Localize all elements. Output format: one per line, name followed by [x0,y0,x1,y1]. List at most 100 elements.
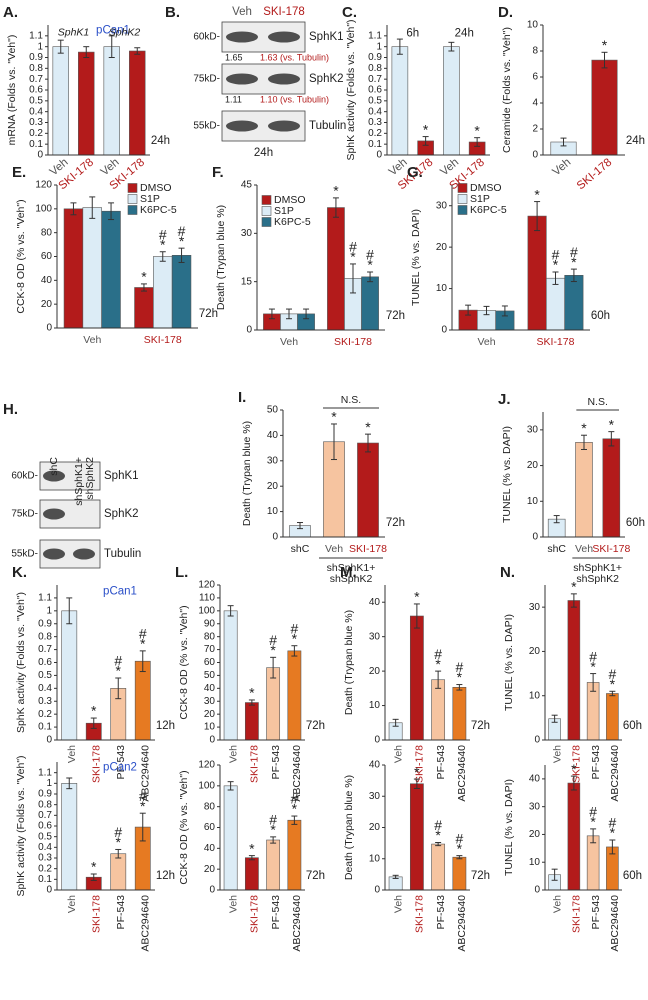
legend-label: S1P [140,193,160,205]
y-tick-label: 40 [369,597,381,608]
significance-mark: # [269,812,277,828]
y-tick-label: 0 [374,735,380,746]
y-tick-label: 10 [529,690,541,701]
y-tick-label: 50 [267,405,279,416]
significance-mark: * [435,827,441,843]
error-bar [448,41,455,52]
panel-label: G. [407,164,423,181]
x-tick-label: PF-543 [435,745,447,780]
legend-label: DMSO [140,182,172,194]
error-bar [66,777,73,790]
error-bar [609,839,616,855]
blot-band [268,73,300,85]
quant-label: 1.65 [225,52,243,62]
x-tick-label: ABC294640 [456,745,468,802]
significance-mark: * [331,409,337,425]
cell-line-label: pCan1 [103,585,137,597]
y-tick-label: 0 [209,885,215,896]
error-bar [392,874,399,879]
error-bar [413,778,420,789]
significance-mark: * [474,122,480,138]
y-tick-label: 0.5 [38,831,52,842]
significance-mark: * [590,658,596,674]
y-tick-label: 0.3 [29,117,43,128]
error-bar [115,677,122,700]
y-tick-label: 10 [369,700,381,711]
marker-label: 75kD- [193,74,220,85]
bar [391,46,409,156]
legend-swatch [127,194,138,204]
x-tick-label: SKI-178 [249,895,261,933]
x-tick-label: Veh [392,895,404,913]
legend-swatch [457,183,468,193]
bar [266,839,281,891]
legend-swatch [127,183,138,193]
error-bar [303,308,310,320]
bar [82,207,102,329]
bar [361,276,379,331]
x-tick-label: PF-543 [590,745,602,780]
y-tick-label: 1.1 [29,30,43,41]
y-tick-label: 0.2 [38,863,52,874]
quant-label: 1.11 [225,94,242,104]
y-tick-label: 0.8 [368,63,382,74]
significance-mark: # [434,817,442,833]
y-tick-label: 20 [204,709,216,720]
x-tick-label: Veh [227,895,239,913]
y-axis-label: Ceramide (Folds vs. "Veh") [501,27,513,153]
blot-band [73,548,95,560]
gene-label: SphK2 [109,26,141,38]
error-bar [115,848,122,859]
error-bar [90,717,97,729]
error-bar [392,718,399,727]
time-label: 60h [591,310,610,322]
bar [567,782,581,891]
significance-mark: * [590,814,596,830]
y-tick-label: 10 [267,506,279,517]
legend-label: S1P [274,205,294,217]
significance-mark: * [581,420,587,436]
x-tick-label: Veh [551,895,563,913]
y-tick-label: 60 [204,657,216,668]
significance-mark: * [414,589,420,605]
protein-label: SphK2 [104,508,139,520]
y-tick-label: 0.1 [38,874,52,885]
significance-mark: * [179,233,185,249]
bar [452,856,467,891]
lane-label: shSphK2 [84,457,96,500]
y-tick-label: 40 [204,683,216,694]
y-tick-label: 40 [369,760,381,771]
panel-label: J. [498,391,511,408]
panel-label: C. [342,4,357,21]
y-tick-label: 0.7 [38,644,52,655]
bar [171,255,192,329]
error-bar [474,137,481,147]
x-tick-label: SKI-178 [249,745,261,783]
significance-mark: * [249,685,255,701]
group-label: shSphK2 [576,573,619,585]
bar [103,46,120,156]
x-tick-label: SKI-178 [91,895,103,933]
time-label: 24h [254,147,273,159]
significance-mark: * [609,416,615,432]
x-tick-label: SKI-178 [571,895,583,933]
y-tick-label: 110 [199,593,215,604]
error-bar [396,38,403,55]
marker-label: 60kD- [193,32,220,43]
error-bar [227,781,234,791]
error-bar [483,305,490,316]
bar [223,785,238,891]
y-tick-label: 0 [46,323,52,334]
y-tick-label: 0.7 [29,74,43,85]
y-tick-label: 0.8 [29,63,43,74]
y-tick-label: 100 [35,203,52,214]
bar [134,287,154,329]
x-tick-label: ABC294640 [609,895,621,952]
x-tick-label: SKI-178 [575,156,615,192]
error-bar [560,137,567,147]
bar [591,59,618,156]
significance-mark: # [455,659,463,675]
error-bar [456,855,463,860]
cell-line-label: pCan1 [96,24,130,36]
